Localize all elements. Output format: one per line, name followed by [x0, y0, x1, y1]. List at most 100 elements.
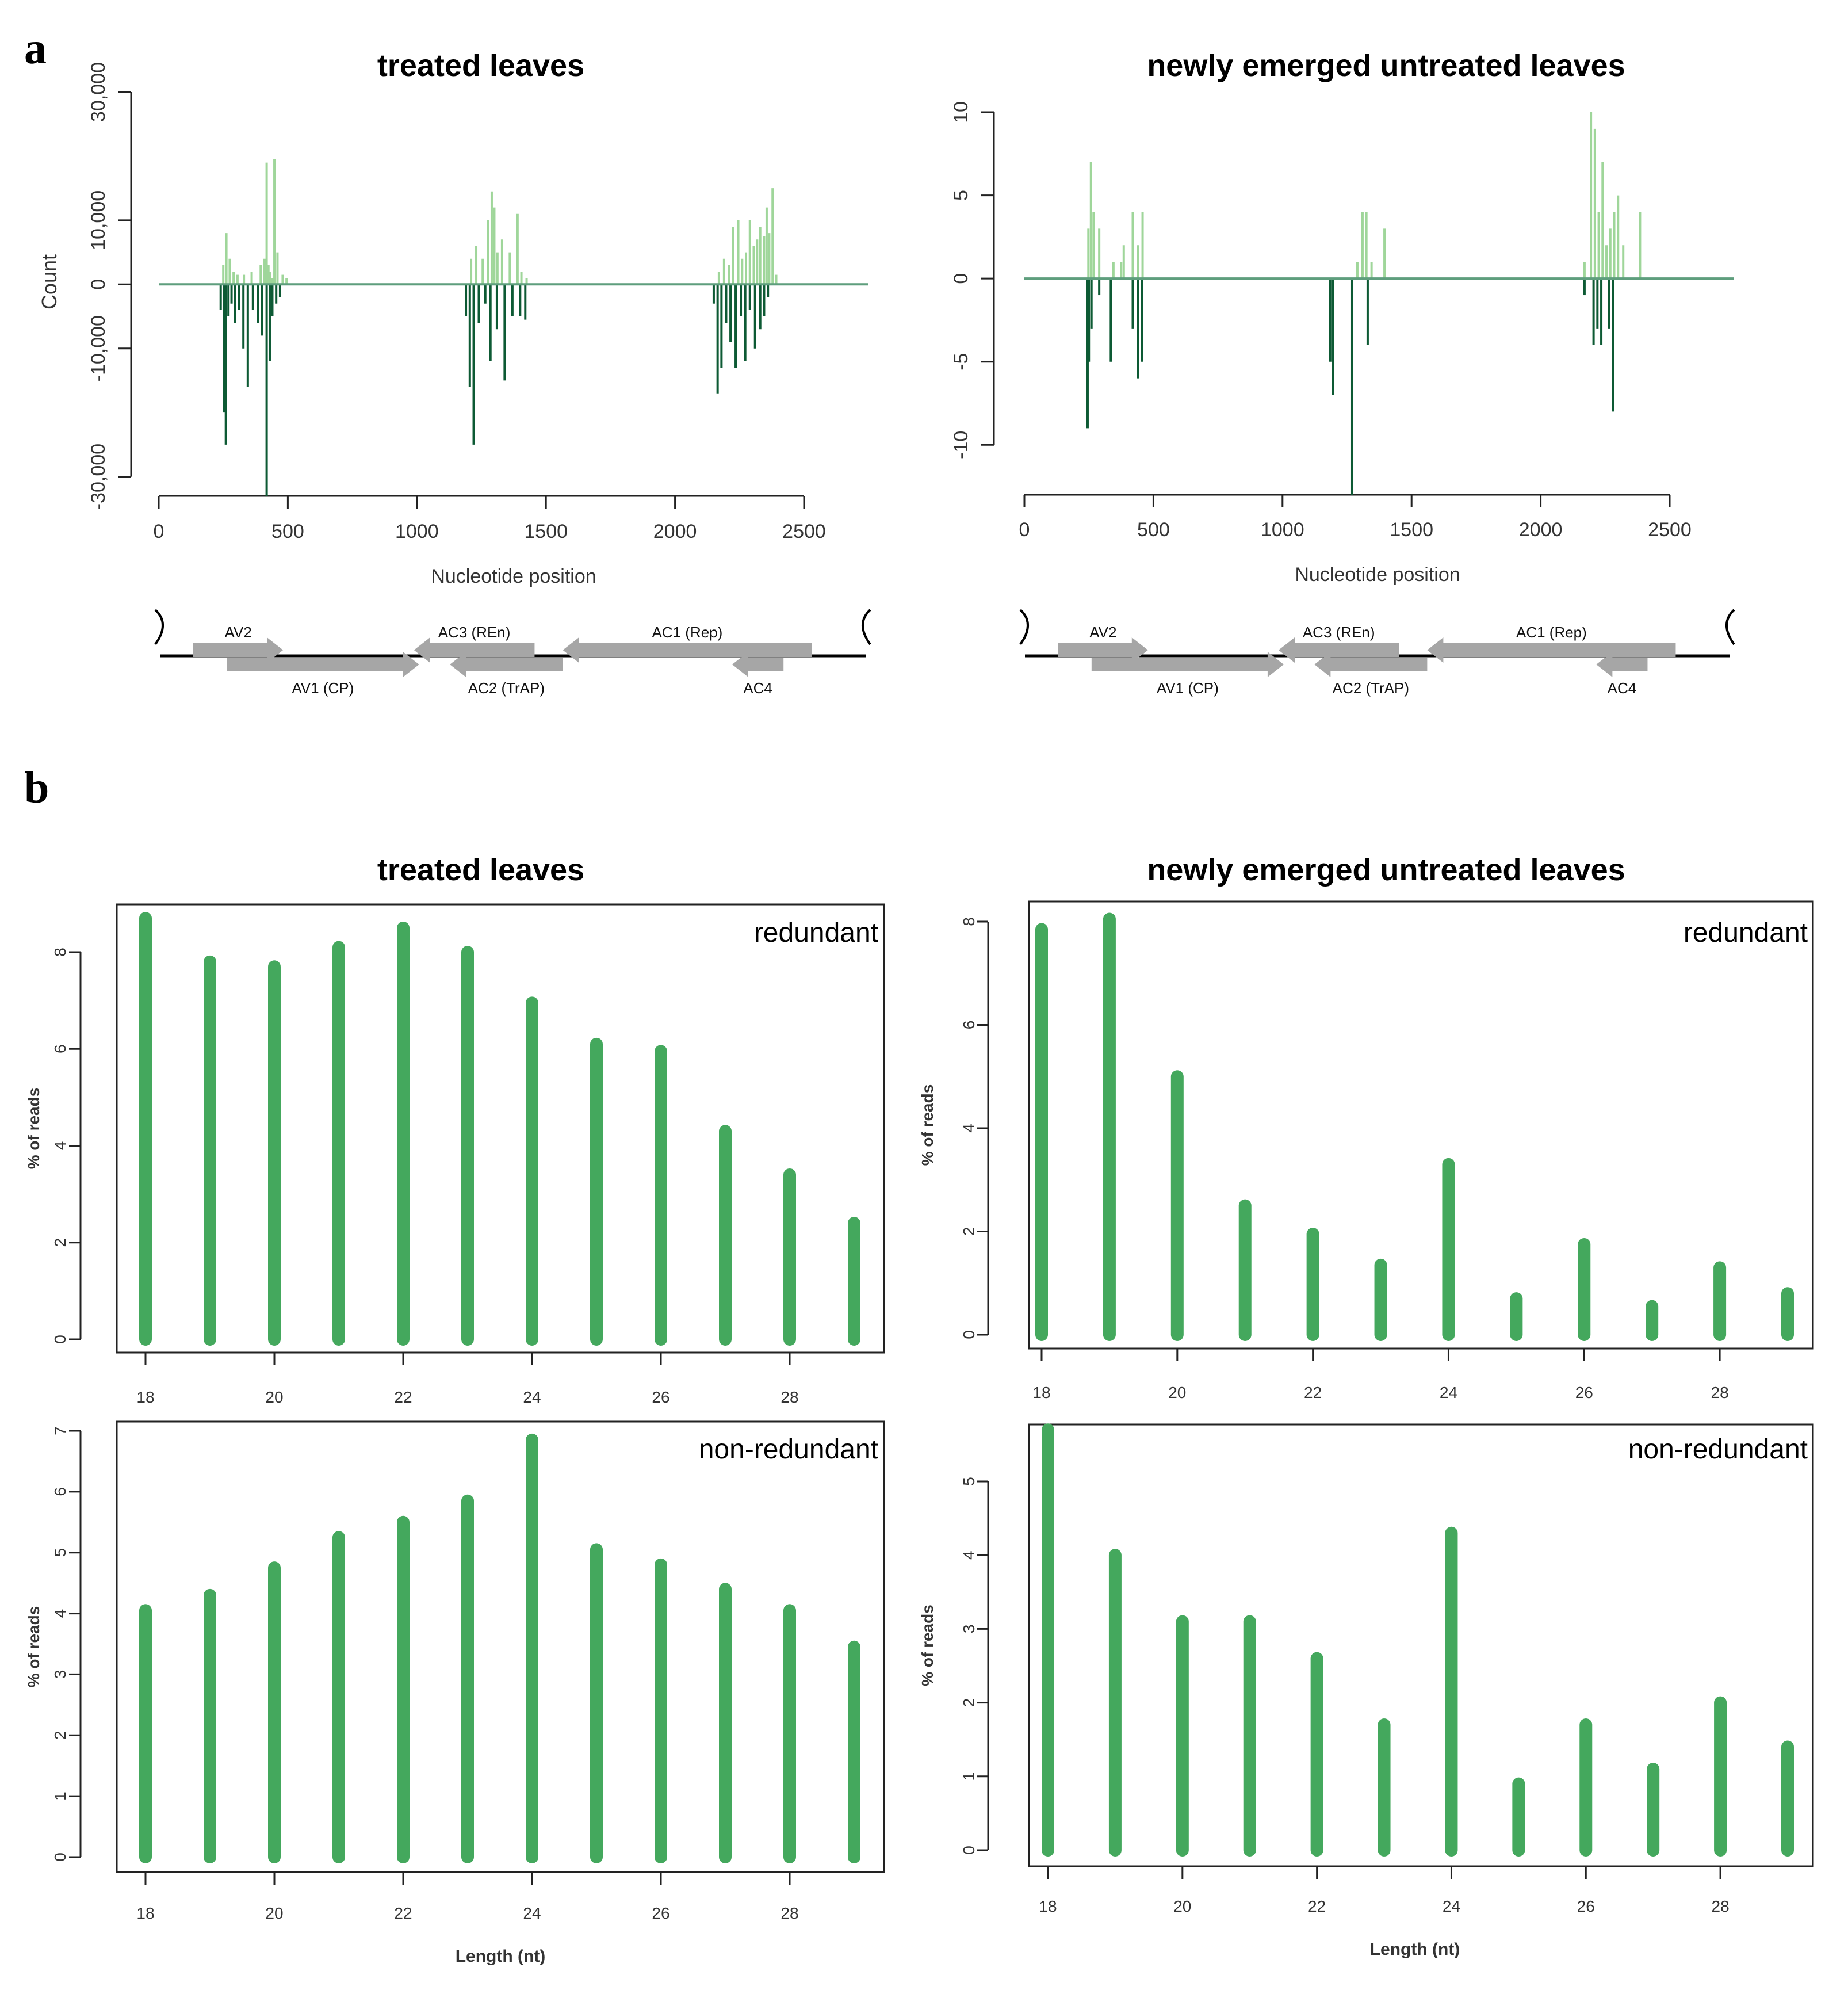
x-tick-label: 18 — [1039, 1897, 1057, 1915]
gene-arrow-AC4 — [1596, 652, 1648, 677]
plot-frame — [116, 1420, 885, 1873]
y-tick-label: 7 — [51, 1426, 69, 1435]
y-tick-label: 10 — [950, 101, 972, 123]
x-tick-label: 28 — [1712, 1897, 1730, 1915]
gene-label-AV1: AV1 (CP) — [292, 679, 354, 697]
genome-map: AV2 AV1 (CP) AC3 (REn) AC2 (TrAP) AC1 (Rep) A… — [1019, 609, 1735, 697]
x-tick-label: 28 — [1711, 1384, 1729, 1401]
y-tick-label: 2 — [960, 1227, 978, 1236]
gene-arrow-AC2 — [450, 652, 563, 677]
x-tick-label: 22 — [1308, 1897, 1326, 1915]
y-tick-label: 3 — [960, 1625, 978, 1634]
length-chart-b-treated-nonredundant: non-redundant 0 1 2 3 4 5 6 7 % of reads 18 20 22 24 2… — [25, 1420, 885, 1966]
x-tick-label: 26 — [1575, 1384, 1593, 1401]
x-tick-label: 20 — [1173, 1897, 1191, 1915]
length-chart-b-new-nonredundant: non-redundant 0 1 2 3 4 5 % of reads 18 20 22 24 26 2… — [919, 1423, 1814, 1959]
y-tick-label: 1 — [960, 1772, 978, 1781]
y-tick-label: 0 — [51, 1853, 69, 1862]
gene-arrow-AC1 — [563, 637, 812, 663]
x-tick-label: 22 — [394, 1388, 412, 1406]
y-tick-label: 2 — [960, 1698, 978, 1708]
x-tick-label: 0 — [1019, 519, 1030, 541]
y-tick-label: 6 — [51, 1044, 69, 1053]
y-axis-label: % of reads — [919, 1084, 936, 1166]
y-tick-label: 4 — [960, 1550, 978, 1560]
y-tick-label: 0 — [51, 1335, 69, 1344]
x-tick-label: 22 — [394, 1904, 412, 1922]
x-tick-label: 28 — [780, 1388, 798, 1406]
y-tick-label: 6 — [51, 1487, 69, 1496]
x-tick-label: 24 — [1440, 1384, 1457, 1401]
x-tick-label: 1500 — [1390, 519, 1433, 541]
gene-label-AC1: AC1 (Rep) — [1516, 624, 1587, 641]
panel-annotation: non-redundant — [1628, 1434, 1808, 1465]
x-tick-label: 26 — [1577, 1897, 1595, 1915]
x-axis-label: Length (nt) — [1370, 1940, 1460, 1959]
x-tick-label: 24 — [523, 1904, 541, 1922]
x-tick-label: 18 — [136, 1904, 154, 1922]
x-tick-label: 20 — [265, 1388, 283, 1406]
chart-title: newly emerged untreated leaves — [1147, 48, 1625, 83]
gene-label-AC3: AC3 (REn) — [438, 624, 511, 641]
length-chart-b-new-redundant: newly emerged untreated leaves redundant 0… — [919, 853, 1814, 1401]
y-tick-label: 0 — [960, 1846, 978, 1855]
x-axis-label: Nucleotide position — [1295, 564, 1460, 586]
gene-arrow-AC2 — [1314, 652, 1428, 677]
y-tick-label: 2 — [51, 1731, 69, 1740]
panel-annotation: redundant — [1684, 918, 1808, 948]
y-tick-label: 5 — [960, 1477, 978, 1486]
x-tick-label: 500 — [1137, 519, 1170, 541]
x-tick-label: 20 — [265, 1904, 283, 1922]
gene-arrow-AC1 — [1427, 637, 1676, 663]
panel-label-b: b — [24, 762, 49, 812]
y-tick-label: 8 — [960, 917, 978, 926]
panel-label-a: a — [24, 23, 47, 73]
x-tick-label: 2500 — [1648, 519, 1692, 541]
x-tick-label: 1500 — [524, 521, 568, 543]
y-axis-label: % of reads — [25, 1606, 43, 1688]
gene-arrow-AV1 — [1091, 652, 1284, 677]
x-tick-label: 18 — [1032, 1384, 1050, 1401]
x-tick-label: 1000 — [1261, 519, 1304, 541]
y-tick-label: 5 — [51, 1548, 69, 1557]
coverage-chart-a-treated: treated leaves -30,000 -10,000 0 10,000 30,00… — [37, 48, 871, 697]
gene-arrow-AC3 — [1279, 637, 1399, 663]
y-tick-label: 4 — [960, 1124, 978, 1133]
y-tick-label: 0 — [87, 279, 109, 290]
gene-label-AC4: AC4 — [1608, 679, 1637, 697]
x-tick-label: 2000 — [653, 521, 697, 543]
y-tick-label: 2 — [51, 1238, 69, 1247]
x-tick-label: 1000 — [395, 521, 439, 543]
panel-annotation: redundant — [754, 918, 878, 948]
y-tick-label: -5 — [950, 353, 972, 371]
x-tick-label: 26 — [652, 1388, 669, 1406]
gene-arrow-AV2 — [193, 637, 284, 663]
x-tick-label: 28 — [780, 1904, 798, 1922]
genome-end-right — [1725, 609, 1735, 645]
plot-frame — [116, 903, 885, 1354]
x-tick-label: 2000 — [1519, 519, 1563, 541]
x-tick-label: 22 — [1304, 1384, 1322, 1401]
x-tick-label: 2500 — [782, 521, 826, 543]
x-tick-label: 18 — [136, 1388, 154, 1406]
x-axis-label: Length (nt) — [456, 1947, 546, 1966]
gene-label-AC3: AC3 (REn) — [1303, 624, 1375, 641]
y-tick-label: 3 — [51, 1670, 69, 1679]
y-tick-label: -30,000 — [87, 444, 109, 510]
genome-map: AV2 AV1 (CP) AC3 (REn) AC2 (TrAP) AC1 (Rep) A… — [154, 609, 871, 697]
gene-arrow-AC3 — [414, 637, 535, 663]
genome-end-right — [862, 609, 871, 645]
y-tick-label: 6 — [960, 1021, 978, 1030]
chart-title: treated leaves — [377, 48, 584, 83]
panel-annotation: non-redundant — [699, 1434, 878, 1465]
y-tick-label: 0 — [960, 1330, 978, 1339]
chart-title: treated leaves — [377, 853, 584, 887]
gene-label-AC2: AC2 (TrAP) — [468, 679, 545, 697]
x-tick-label: 20 — [1168, 1384, 1186, 1401]
plot-frame — [1028, 900, 1814, 1350]
y-tick-label: 4 — [51, 1141, 69, 1151]
y-tick-label: 5 — [950, 190, 972, 201]
gene-arrow-AV2 — [1058, 637, 1148, 663]
